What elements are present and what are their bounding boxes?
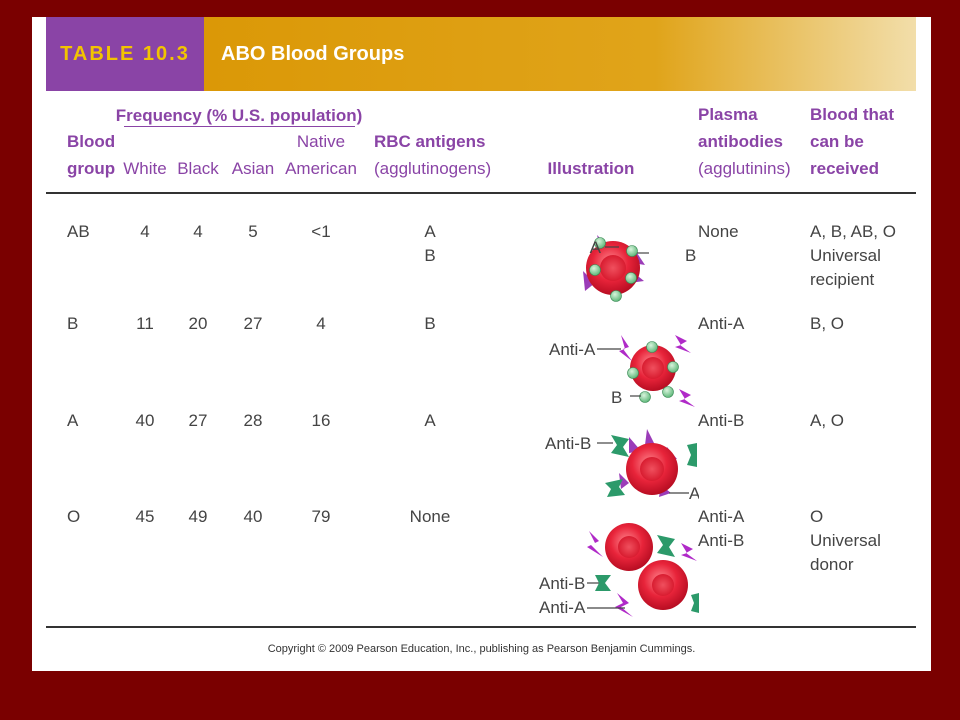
row-a-native: 16: [311, 411, 331, 430]
header-plasma-2: antibodies: [698, 132, 784, 151]
frequency-rule: [124, 126, 355, 127]
o-label-anti-a: Anti-A: [539, 598, 586, 617]
o-cell-illustration: Anti-B Anti-A: [539, 523, 699, 617]
row-ab-antigen-2: B: [424, 246, 436, 265]
row-a-received-1: A, O: [810, 411, 845, 430]
a-cell-illustration: Anti-B A: [545, 429, 699, 503]
row-ab-asian: 5: [248, 222, 258, 241]
header-illustration: Illustration: [547, 159, 635, 178]
table-number: TABLE 10.3: [46, 17, 204, 91]
header-blood-group-2: group: [67, 159, 116, 178]
row-b-asian: 27: [243, 314, 263, 333]
b-label-b: B: [611, 388, 622, 407]
row-o-received-3: donor: [810, 555, 854, 574]
row-o-antigen-1: None: [409, 507, 451, 526]
a-label-anti-b: Anti-B: [545, 434, 591, 453]
row-b-antigen-1: B: [424, 314, 436, 333]
row-o-asian: 40: [243, 507, 263, 526]
row-o-white: 45: [135, 507, 155, 526]
row-a-antigen-1: A: [424, 411, 436, 430]
header-received-2: can be: [810, 132, 864, 151]
row-b-native: 4: [316, 314, 326, 333]
row-ab-received-3: recipient: [810, 270, 875, 289]
row-ab-white: 4: [140, 222, 150, 241]
row-o-antibodies-1: Anti-A: [698, 507, 745, 526]
header-received-1: Blood that: [810, 105, 895, 124]
header-frequency: Frequency (% U.S. population): [115, 106, 363, 125]
row-b-antibodies: Anti-A: [698, 314, 745, 333]
header-native-1: Native: [296, 132, 346, 151]
header-rbc-antigens-2: (agglutinogens): [374, 159, 492, 178]
row-ab-antibodies: None: [698, 222, 739, 241]
row-o-native: 79: [311, 507, 331, 526]
row-b-black: 20: [188, 314, 208, 333]
row-b-white: 11: [136, 314, 154, 333]
row-ab-black: 4: [193, 222, 203, 241]
ab-label-a: A: [590, 238, 602, 257]
row-a-antibodies: Anti-B: [698, 411, 745, 430]
header-plasma-1: Plasma: [698, 105, 758, 124]
title-bar: TABLE 10.3 ABO Blood Groups: [46, 17, 916, 91]
footer-divider: [46, 626, 916, 628]
a-label-a: A: [689, 484, 699, 503]
row-a-group: A: [67, 411, 79, 430]
row-a-white: 40: [135, 411, 155, 430]
row-o-black: 49: [188, 507, 208, 526]
b-label-anti-a: Anti-A: [549, 340, 596, 359]
copyright-text: Copyright © 2009 Pearson Education, Inc.…: [267, 643, 696, 655]
ab-cell-illustration: A B: [583, 235, 696, 302]
header-blood-group-1: Blood: [67, 132, 116, 151]
header-native-2: American: [285, 159, 357, 178]
header-plasma-3: (agglutinins): [698, 159, 791, 178]
header-divider: [46, 192, 916, 194]
header-received-3: received: [810, 159, 879, 178]
row-o-group: O: [67, 507, 81, 526]
header-rbc-antigens-1: RBC antigens: [374, 132, 486, 151]
row-ab-group: AB: [67, 222, 90, 241]
row-ab-received-1: A, B, AB, O: [810, 222, 896, 241]
header-black: Black: [177, 159, 219, 178]
row-a-black: 27: [188, 411, 208, 430]
header-white: White: [123, 159, 167, 178]
o-label-anti-b: Anti-B: [539, 574, 585, 593]
row-a-asian: 28: [243, 411, 263, 430]
header-asian: Asian: [231, 159, 275, 178]
row-b-received-1: B, O: [810, 314, 845, 333]
row-o-received-1: O: [810, 507, 824, 526]
ab-label-b: B: [685, 246, 696, 265]
illustration-column: A B Anti-A B: [539, 235, 699, 617]
row-o-antibodies-2: Anti-B: [698, 531, 745, 550]
row-ab-received-2: Universal: [810, 246, 881, 265]
b-cell-illustration: Anti-A B: [549, 335, 695, 407]
row-ab-antigen-1: A: [424, 222, 436, 241]
row-ab-native: <1: [311, 222, 331, 241]
row-o-received-2: Universal: [810, 531, 881, 550]
row-b-group: B: [67, 314, 79, 333]
table-page: TABLE 10.3 ABO Blood Groups Blood group …: [32, 17, 931, 671]
table-title: ABO Blood Groups: [221, 42, 405, 65]
